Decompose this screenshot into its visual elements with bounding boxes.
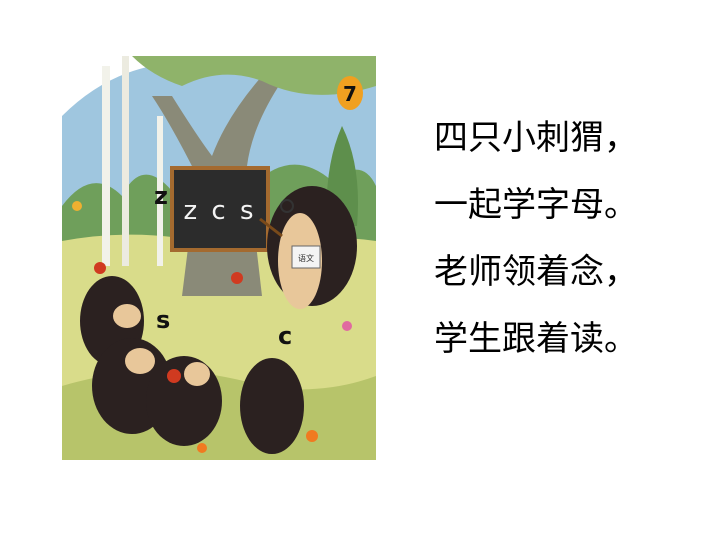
flower (306, 430, 318, 442)
student-hedgehog-2-face (125, 348, 155, 374)
student-hedgehog-1-face (113, 304, 141, 328)
flower (197, 443, 207, 453)
birch-tree (157, 116, 163, 266)
tree-canopy (132, 56, 376, 95)
teacher-book (291, 245, 321, 269)
poem-line-2: 一起学字母。 (434, 185, 638, 225)
student-hedgehog-3-face (184, 362, 210, 386)
student-hedgehog-3 (146, 356, 222, 446)
blackboard-text: z c s (183, 196, 256, 226)
page-number-badge (337, 76, 363, 110)
flower (72, 201, 82, 211)
letter-z: z (154, 182, 168, 210)
letter-s: s (156, 306, 170, 334)
teacher-glasses (280, 199, 294, 213)
apple (167, 369, 181, 383)
page-number: 7 (343, 82, 357, 106)
poem-line-3: 老师领着念， (434, 252, 638, 292)
teacher-book-label: 语文 (298, 253, 314, 263)
pointer-stick (259, 217, 283, 238)
apple (231, 272, 243, 284)
poem: 四只小刺猬， 一起学字母。 老师领着念， 学生跟着读。 (434, 120, 714, 388)
blackboard (174, 170, 266, 248)
textbook-illustration: 7 z c s z s c 语文 (62, 56, 376, 460)
birch-tree (122, 56, 129, 266)
apple (94, 262, 106, 274)
poem-line-1: 四只小刺猬， (434, 118, 638, 158)
letter-c: c (278, 322, 292, 350)
birch-tree (102, 66, 110, 266)
flower (342, 321, 352, 331)
student-hedgehog-4 (240, 358, 304, 454)
poem-line-4: 学生跟着读。 (434, 319, 638, 359)
